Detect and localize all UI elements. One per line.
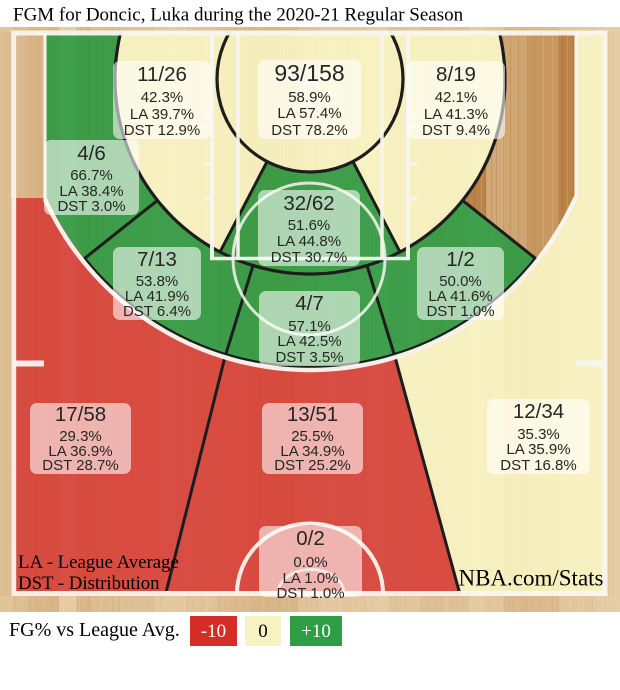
svg-text:DST 1.0%: DST 1.0%	[426, 303, 494, 320]
svg-text:DST 6.4%: DST 6.4%	[123, 303, 191, 320]
svg-text:DST 78.2%: DST 78.2%	[271, 122, 347, 139]
svg-text:DST - Distribution: DST - Distribution	[18, 573, 160, 594]
svg-text:53.8%: 53.8%	[136, 273, 179, 290]
svg-text:DST 9.4%: DST 9.4%	[422, 122, 490, 139]
svg-text:LA 41.9%: LA 41.9%	[125, 288, 189, 305]
svg-text:51.6%: 51.6%	[288, 217, 331, 234]
svg-text:7/13: 7/13	[137, 248, 177, 271]
svg-text:32/62: 32/62	[283, 192, 334, 215]
svg-text:DST 16.8%: DST 16.8%	[500, 457, 576, 474]
svg-text:LA 34.9%: LA 34.9%	[280, 443, 344, 460]
svg-text:LA - League Average: LA - League Average	[18, 552, 179, 573]
svg-text:DST 28.7%: DST 28.7%	[42, 457, 118, 474]
svg-text:FGM for Doncic, Luka during th: FGM for Doncic, Luka during the 2020-21 …	[13, 5, 464, 26]
svg-text:LA 36.9%: LA 36.9%	[48, 443, 112, 460]
svg-text:4/7: 4/7	[295, 292, 324, 315]
svg-text:0/2: 0/2	[296, 527, 325, 550]
svg-text:35.3%: 35.3%	[517, 426, 560, 443]
svg-text:17/58: 17/58	[55, 403, 106, 426]
svg-text:LA 57.4%: LA 57.4%	[277, 105, 341, 122]
svg-text:DST 3.5%: DST 3.5%	[275, 349, 343, 366]
svg-text:1/2: 1/2	[446, 248, 475, 271]
svg-text:25.5%: 25.5%	[291, 428, 334, 445]
svg-text:DST 12.9%: DST 12.9%	[124, 122, 200, 139]
svg-text:LA 42.5%: LA 42.5%	[277, 333, 341, 350]
svg-text:42.1%: 42.1%	[435, 89, 478, 106]
svg-text:8/19: 8/19	[436, 63, 476, 86]
svg-text:LA 41.3%: LA 41.3%	[424, 106, 488, 123]
svg-text:57.1%: 57.1%	[288, 318, 331, 335]
svg-text:29.3%: 29.3%	[59, 428, 102, 445]
svg-text:50.0%: 50.0%	[439, 273, 482, 290]
svg-text:LA 35.9%: LA 35.9%	[506, 441, 570, 458]
svg-text:LA 38.4%: LA 38.4%	[59, 183, 123, 200]
svg-text:0.0%: 0.0%	[293, 554, 327, 571]
svg-text:DST 25.2%: DST 25.2%	[274, 457, 350, 474]
svg-text:12/34: 12/34	[513, 400, 564, 423]
svg-text:FG% vs League Avg.: FG% vs League Avg.	[9, 619, 180, 641]
svg-text:4/6: 4/6	[77, 142, 106, 165]
svg-text:11/26: 11/26	[137, 63, 187, 86]
svg-text:DST 30.7%: DST 30.7%	[271, 249, 347, 266]
svg-text:-10: -10	[201, 621, 226, 642]
svg-text:NBA.com/Stats: NBA.com/Stats	[458, 566, 603, 591]
svg-text:0: 0	[258, 621, 268, 642]
svg-text:13/51: 13/51	[287, 403, 338, 426]
svg-text:LA 44.8%: LA 44.8%	[277, 233, 341, 250]
svg-text:LA 39.7%: LA 39.7%	[130, 106, 194, 123]
svg-text:LA 41.6%: LA 41.6%	[428, 288, 492, 305]
svg-text:93/158: 93/158	[274, 60, 344, 86]
svg-text:66.7%: 66.7%	[70, 167, 113, 184]
svg-text:DST 1.0%: DST 1.0%	[276, 585, 344, 602]
svg-text:42.3%: 42.3%	[141, 89, 184, 106]
svg-text:58.9%: 58.9%	[288, 89, 331, 106]
svg-text:+10: +10	[301, 621, 331, 642]
svg-text:LA 1.0%: LA 1.0%	[283, 570, 339, 587]
svg-text:DST 3.0%: DST 3.0%	[57, 198, 125, 215]
